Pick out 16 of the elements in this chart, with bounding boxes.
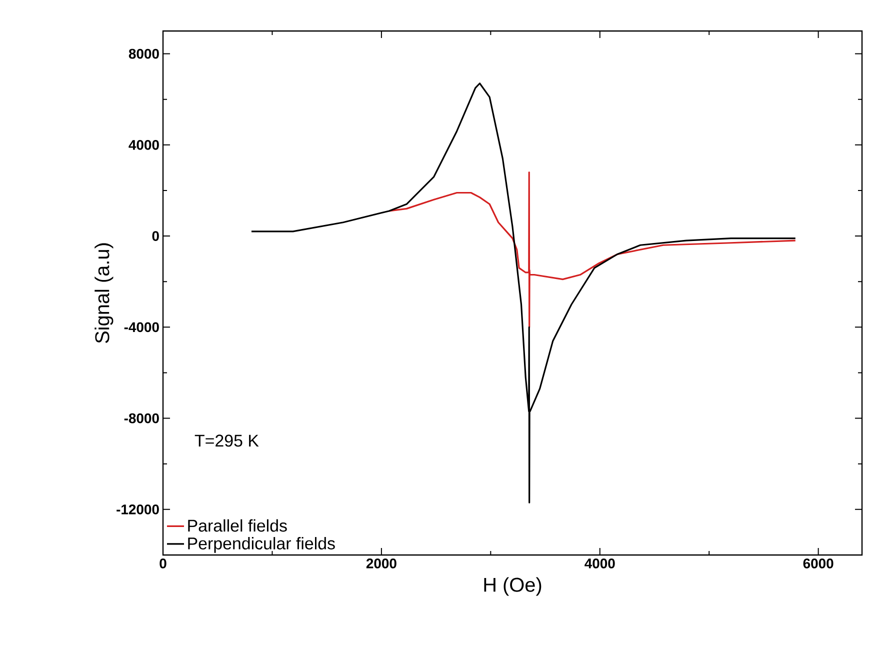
line-series [250, 82, 796, 504]
legend-label: Perpendicular fields [188, 537, 335, 553]
x-axis-title: H (Oe) [484, 577, 542, 596]
legend-label: Parallel fields [188, 519, 287, 532]
annotation: T=295 K [194, 434, 259, 447]
y-tick-label: 8000 [128, 48, 159, 59]
y-tick-label: 0 [152, 231, 159, 241]
x-tick-label: 4000 [584, 558, 615, 568]
y-tick-label: -12000 [116, 504, 159, 514]
y-axis-title: Signal (a.u) [94, 243, 114, 344]
y-tick-label: -4000 [124, 322, 159, 332]
x-tick-label: 6000 [803, 558, 834, 568]
y-tick-label: 4000 [128, 140, 159, 150]
y-tick-label: -8000 [124, 413, 159, 424]
x-tick-label: 0 [160, 558, 166, 568]
x-tick-label: 2000 [366, 558, 396, 568]
